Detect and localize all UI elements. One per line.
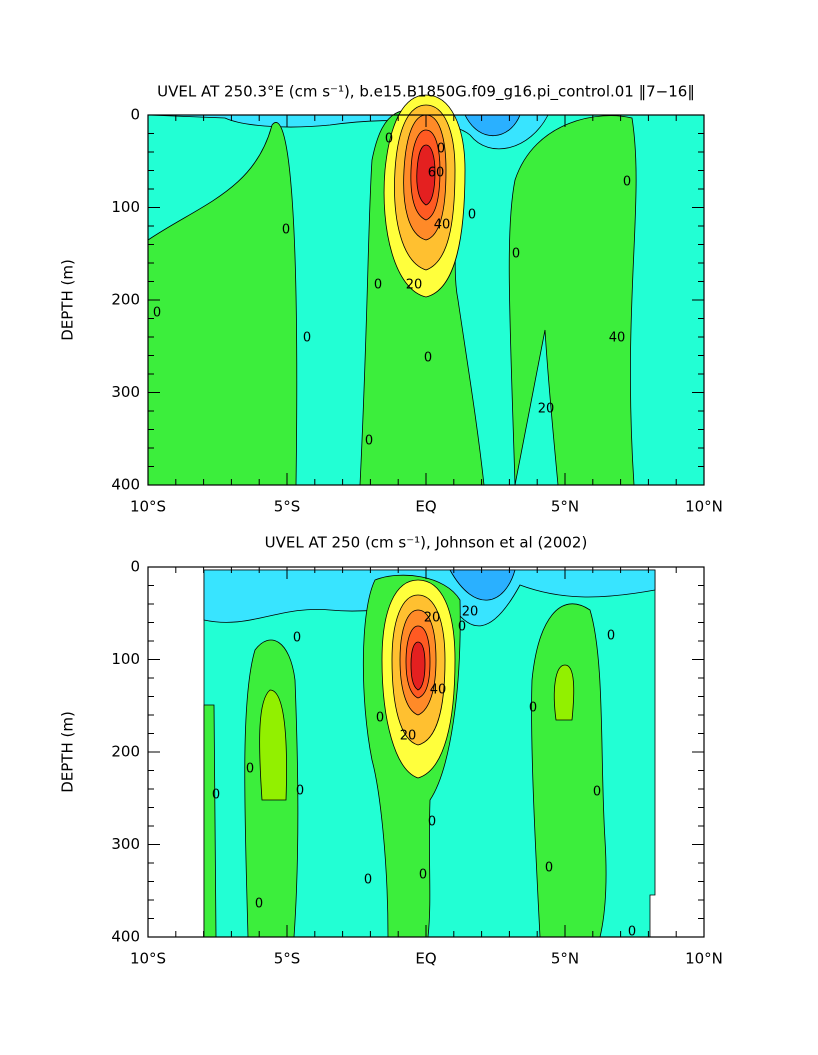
y-tick-label: 400 [111, 476, 140, 494]
x-tick-label: 5°N [551, 498, 579, 516]
contour-label: 0 [153, 306, 161, 321]
x-tick-label: 5°S [274, 498, 301, 516]
y-tick-label: 100 [111, 198, 140, 216]
y-tick-label: 300 [111, 383, 140, 401]
contour-label: 0 [374, 278, 382, 293]
contour-label: 0 [623, 175, 631, 190]
contour-label: 0 [303, 331, 311, 346]
y-tick-label: 0 [130, 558, 140, 576]
contour-fill [259, 689, 287, 801]
x-tick-label: 5°N [551, 950, 579, 968]
x-tick-label: 5°S [274, 950, 301, 968]
y-tick-label: 200 [111, 291, 140, 309]
y-tick-label: 100 [111, 650, 140, 668]
contour-label: 0 [376, 711, 384, 726]
x-tick-label: 10°S [130, 498, 166, 516]
y-tick-label: 400 [111, 928, 140, 946]
x-tick-label: EQ [415, 950, 436, 968]
contour-fill [410, 641, 426, 691]
contour-label: 0 [437, 142, 445, 157]
contour-label: 0 [385, 132, 393, 147]
contour-label: 0 [529, 701, 537, 716]
contour-label: 0 [419, 868, 427, 883]
contour-label: 40 [609, 331, 626, 346]
contour-label: 0 [255, 897, 263, 912]
contour-label: 0 [428, 815, 436, 830]
contour-label: 20 [424, 611, 441, 626]
contour-fill [449, 569, 516, 601]
chart-title: UVEL AT 250.3°E (cm s⁻¹), b.e15.B1850G.f… [157, 83, 695, 102]
contour-label: 20 [538, 402, 555, 417]
contour-label: 0 [296, 784, 304, 799]
contour-label: 20 [406, 278, 423, 293]
contour-label: 0 [458, 620, 466, 635]
contour-label: 0 [607, 629, 615, 644]
contour-label: 0 [212, 788, 220, 803]
x-tick-label: 10°S [130, 950, 166, 968]
contour-fill [508, 115, 637, 486]
contour-fill [464, 114, 521, 137]
contour-fill [416, 144, 436, 206]
contour-fill [531, 603, 607, 938]
contour-label: 20 [400, 729, 417, 744]
x-tick-label: 10°N [685, 950, 723, 968]
contour-label: 0 [628, 925, 636, 940]
contour-label: 0 [512, 247, 520, 262]
contour-label: 20 [462, 605, 479, 620]
y-tick-label: 0 [130, 106, 140, 124]
contour-label: 40 [430, 683, 447, 698]
y-axis-label: DEPTH (m) [59, 259, 77, 341]
contour-label: 40 [434, 218, 451, 233]
y-tick-label: 300 [111, 835, 140, 853]
contour-fill [553, 664, 575, 721]
y-axis-label: DEPTH (m) [59, 711, 77, 793]
contour-label: 0 [293, 631, 301, 646]
contour-fill [147, 122, 298, 486]
panel: UVEL AT 250 (cm s⁻¹), Johnson et al (200… [59, 534, 723, 968]
x-tick-label: 10°N [685, 498, 723, 516]
panel: UVEL AT 250.3°E (cm s⁻¹), b.e15.B1850G.f… [59, 83, 723, 516]
contour-label: 0 [364, 873, 372, 888]
contour-label: 0 [545, 861, 553, 876]
contour-label: 60 [428, 166, 445, 181]
contour-label: 0 [365, 434, 373, 449]
contour-fill [203, 704, 217, 938]
contour-label: 0 [593, 785, 601, 800]
contour-label: 0 [246, 762, 254, 777]
x-tick-label: EQ [415, 498, 436, 516]
contour-label: 0 [468, 208, 476, 223]
chart-title: UVEL AT 250 (cm s⁻¹), Johnson et al (200… [265, 534, 588, 552]
contour-label: 0 [282, 223, 290, 238]
contour-label: 0 [424, 351, 432, 366]
y-tick-label: 200 [111, 743, 140, 761]
